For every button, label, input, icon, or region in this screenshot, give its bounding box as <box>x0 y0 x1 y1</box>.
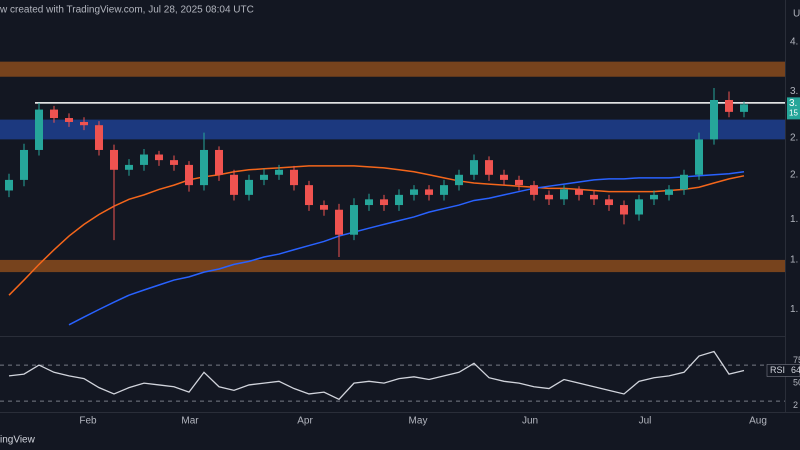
candle-body <box>410 189 418 195</box>
zone <box>0 119 785 140</box>
main-pane <box>0 61 785 326</box>
candle-body <box>260 174 268 180</box>
candle-body <box>575 189 583 195</box>
x-tick-label: Jul <box>639 416 652 427</box>
currency-label: U <box>793 9 800 20</box>
candle-body <box>695 139 703 175</box>
candle-body <box>455 174 463 186</box>
y-tick-label: 2. <box>790 132 798 143</box>
last-price-tag <box>787 97 800 120</box>
last-price-label: 3. <box>789 98 797 109</box>
moving-average <box>68 171 745 326</box>
candle-body <box>275 169 283 175</box>
candle-body <box>605 199 613 206</box>
candle-body <box>215 149 223 175</box>
x-tick-label: Jun <box>522 416 538 427</box>
candle-body <box>485 160 493 175</box>
y-tick-label: 1. <box>790 255 798 266</box>
candle-body <box>110 149 118 170</box>
candle-body <box>710 100 718 140</box>
candle-body <box>230 174 238 195</box>
rsi-tick-label: 50 <box>793 377 800 387</box>
footer-brand: ingView <box>0 435 36 446</box>
candle-body <box>170 160 178 165</box>
y-tick-label: 1. <box>790 304 798 315</box>
candle-body <box>650 194 658 200</box>
candle-body <box>335 209 343 235</box>
rsi-tick-label: 2 <box>793 400 798 410</box>
y-tick-label: 2. <box>790 169 798 180</box>
candle-body <box>50 109 58 119</box>
candle-body <box>635 199 643 215</box>
candle-body <box>5 179 13 191</box>
candle-body <box>500 174 508 180</box>
candle-body <box>305 185 313 206</box>
zone <box>0 259 785 273</box>
x-tick-label: May <box>409 416 428 427</box>
candle-body <box>380 199 388 206</box>
x-tick-label: Apr <box>297 416 313 427</box>
zone <box>0 61 785 77</box>
moving-average <box>8 165 745 296</box>
candle-body <box>140 154 148 165</box>
countdown-label: 15 <box>789 108 798 117</box>
rsi-name: RSI <box>770 365 785 375</box>
rsi-value-label: 64 <box>791 365 800 375</box>
y-tick-label: 4. <box>790 37 798 48</box>
candle-body <box>35 109 43 150</box>
x-tick-label: Feb <box>79 416 97 427</box>
candle-body <box>245 179 253 195</box>
candle-body <box>560 189 568 200</box>
candle-body <box>20 149 28 180</box>
candle-body <box>320 205 328 210</box>
header-text: w created with TradingView.com, Jul 28, … <box>0 5 254 16</box>
candle-body <box>470 160 478 175</box>
rsi-line <box>8 350 745 401</box>
candle-body <box>530 185 538 195</box>
candle-body <box>725 100 733 112</box>
candle-body <box>65 118 73 122</box>
candle-body <box>365 199 373 206</box>
candle-body <box>590 194 598 200</box>
candle-body <box>95 125 103 150</box>
candle-body <box>740 104 748 112</box>
candle-body <box>665 189 673 195</box>
candle-body <box>185 164 193 186</box>
candle-body <box>395 194 403 206</box>
rsi-pane <box>0 350 785 402</box>
rsi-tick-label: 75 <box>793 355 800 365</box>
candle-body <box>680 174 688 190</box>
candle-body <box>620 205 628 215</box>
candle-body <box>200 149 208 186</box>
candle-body <box>290 169 298 186</box>
candle-body <box>80 121 88 126</box>
y-tick-label: 3. <box>790 86 798 97</box>
x-tick-label: Mar <box>181 416 199 427</box>
rsi-tag-bg <box>766 364 800 377</box>
candle-body <box>440 185 448 195</box>
candle-body <box>515 179 523 186</box>
candle-body <box>425 189 433 195</box>
x-tick-label: Aug <box>749 416 767 427</box>
candle-body <box>155 154 163 161</box>
candle-body <box>350 205 358 235</box>
candle-body <box>545 194 553 200</box>
y-tick-label: 1. <box>790 214 798 225</box>
candle-body <box>125 164 133 170</box>
